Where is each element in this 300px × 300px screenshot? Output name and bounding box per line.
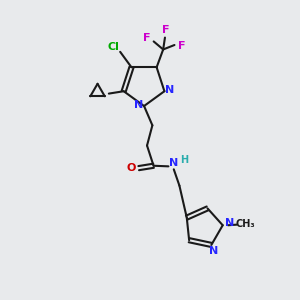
Text: Cl: Cl [108, 42, 120, 52]
Text: H: H [180, 155, 188, 165]
Text: N: N [165, 85, 174, 95]
Text: F: F [143, 33, 151, 43]
Text: F: F [162, 25, 169, 35]
Text: N: N [209, 246, 218, 256]
Text: CH₃: CH₃ [235, 219, 255, 229]
Text: N: N [169, 158, 178, 168]
Text: F: F [178, 41, 186, 52]
Text: N: N [225, 218, 234, 228]
Text: N: N [134, 100, 143, 110]
Text: O: O [127, 163, 136, 172]
